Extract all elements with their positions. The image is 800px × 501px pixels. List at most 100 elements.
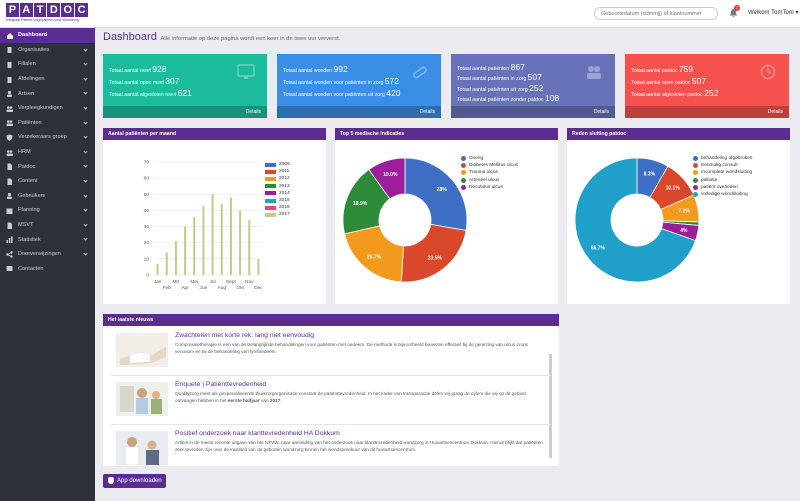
indications-donut-chart: 28% 23.5% 20.7% 18.9% 10.0% bbox=[342, 157, 468, 283]
stat-value: 621 bbox=[177, 88, 192, 98]
y-tick-label: 40 bbox=[144, 208, 150, 214]
closing-legend: behandeling afgebroken Eenmalig consult In… bbox=[693, 155, 752, 198]
slice-label: 66.7% bbox=[591, 246, 606, 252]
file-icon bbox=[6, 178, 13, 185]
sidebar-item-patdoc[interactable]: Patdoc bbox=[0, 159, 95, 174]
chart-icon bbox=[6, 236, 13, 244]
apple-icon bbox=[108, 477, 114, 484]
user-icon bbox=[6, 192, 13, 200]
sidebar-item-hrm[interactable]: HRM bbox=[0, 145, 95, 160]
news-item[interactable]: Positief onderzoek naar klanttevredenhei… bbox=[111, 428, 551, 474]
y-tick-label: 50 bbox=[144, 192, 150, 198]
details-link[interactable]: Details bbox=[103, 106, 267, 118]
sidebar-item-label: Afdelingen bbox=[18, 76, 45, 83]
news-scrollbar[interactable] bbox=[549, 354, 552, 458]
logo-letter: O bbox=[61, 3, 75, 17]
sidebar-item-label: Artsen bbox=[18, 90, 35, 97]
search-input[interactable] bbox=[594, 7, 718, 20]
sidebar-item-planning[interactable]: Planning bbox=[0, 203, 95, 218]
slice-label: 10.1% bbox=[666, 186, 681, 192]
sidebar-item-filialen[interactable]: Filialen bbox=[0, 57, 95, 72]
file-icon bbox=[6, 222, 13, 229]
users-icon bbox=[587, 66, 601, 79]
bandage-icon bbox=[413, 66, 427, 79]
legend-entry: Eenmalig consult bbox=[693, 162, 752, 169]
sidebar-item-doorverwijzingen[interactable]: Doorverwijzingen bbox=[0, 247, 95, 262]
calendar-icon bbox=[6, 207, 13, 214]
chevron-down-icon bbox=[83, 61, 88, 66]
users-icon bbox=[6, 119, 13, 127]
sidebar-item-contacten[interactable]: Contacten bbox=[0, 262, 95, 277]
panel-title: Aantal patiënten per maand bbox=[103, 128, 326, 140]
stat-value: 867 bbox=[510, 62, 525, 72]
logo-letter: P bbox=[6, 3, 19, 17]
news-item[interactable]: Enquete | Patiënttevredenheid Qualityzor… bbox=[111, 379, 551, 425]
x-tick-label: Mei bbox=[190, 279, 198, 285]
news-title[interactable]: Positief onderzoek naar klanttevredenhei… bbox=[175, 430, 340, 437]
legend-entry: 2014 bbox=[265, 190, 290, 197]
legend-entry: patiënt overleden bbox=[693, 184, 752, 191]
stat-line: Totaal aantal afgesloten msvt 621 bbox=[109, 88, 192, 98]
legend-entry: 2016 bbox=[265, 204, 290, 211]
logo-letter: D bbox=[47, 3, 61, 17]
caret-down-icon: ▾ bbox=[795, 10, 799, 16]
bar bbox=[184, 226, 187, 275]
sidebar-item-gebruikers[interactable]: Gebruikers bbox=[0, 189, 95, 204]
stat-line: Totaal aantal patdoc 759 bbox=[631, 64, 694, 74]
clock-icon bbox=[760, 64, 776, 80]
slice-label: 28% bbox=[437, 187, 448, 193]
news-title[interactable]: Zwachtelen met korte rek: lang niet eenv… bbox=[175, 332, 315, 339]
bar-chart-legend: 2009 2011 2012 2013 2014 2015 2016 2017 bbox=[265, 161, 290, 219]
main-content: Dashboard Alle informatie op deze pagina… bbox=[95, 28, 800, 501]
sidebar-item-dashboard[interactable]: Dashboard bbox=[0, 28, 95, 43]
stat-line: Totaal aantal wonden voor patiënten uit … bbox=[283, 88, 401, 98]
pie-slice bbox=[574, 157, 696, 283]
news-title[interactable]: Enquete | Patiënttevredenheid bbox=[175, 381, 267, 388]
chevron-down-icon bbox=[83, 119, 88, 125]
stat-value: 307 bbox=[165, 76, 180, 86]
sidebar-item-content[interactable]: Content bbox=[0, 174, 95, 189]
user-icon bbox=[6, 90, 13, 98]
sidebar-item-afdelingen[interactable]: Afdelingen bbox=[0, 72, 95, 87]
chevron-down-icon bbox=[83, 207, 88, 212]
doctor-photo bbox=[116, 431, 168, 465]
sidebar-item-artsen[interactable]: Artsen bbox=[0, 86, 95, 101]
x-tick-label: Dec bbox=[254, 285, 263, 291]
sidebar-item-organisaties[interactable]: Organisaties bbox=[0, 43, 95, 58]
stat-line: Totaal aantal patiënten uit zorg 252 bbox=[457, 82, 544, 93]
legend-entry: 2017 bbox=[265, 211, 290, 218]
news-item[interactable]: Zwachtelen met korte rek: lang niet eenv… bbox=[111, 330, 551, 376]
y-tick-label: 30 bbox=[144, 224, 150, 230]
notification-bell-icon[interactable]: 1 bbox=[729, 5, 740, 18]
stat-line: Totaal aantal patiënten in zorg 507 bbox=[457, 72, 542, 83]
x-tick-label: Apr bbox=[181, 285, 189, 291]
pie-slice bbox=[344, 225, 404, 283]
sidebar-item-label: Doorverwijzingen bbox=[18, 251, 61, 258]
patdoc-stat-card: Totaal aantal patdoc 759 Totaal aantal op… bbox=[625, 54, 789, 118]
details-link[interactable]: Details bbox=[277, 106, 441, 118]
msvt-stat-card: Totaal aantal msvt 928 Totaal aantal open… bbox=[103, 54, 267, 118]
y-tick-label: 70 bbox=[144, 160, 150, 166]
user-menu[interactable]: Welkom TomTom ▾ bbox=[748, 9, 798, 16]
details-link[interactable]: Details bbox=[451, 106, 615, 118]
stat-value: 992 bbox=[333, 64, 348, 74]
sidebar-item-label: Statistiek bbox=[18, 236, 41, 243]
sidebar-item-statistiek[interactable]: Statistiek bbox=[0, 232, 95, 247]
app-download-button[interactable]: App downloaden bbox=[103, 474, 166, 488]
legend-entry: 2009 bbox=[265, 161, 290, 168]
x-tick-label: Jan bbox=[154, 279, 162, 285]
sidebar-item-verpleegkundigen[interactable]: Verpleegkundigen bbox=[0, 101, 95, 116]
sidebar-item-patienten[interactable]: Patiënten bbox=[0, 116, 95, 131]
stat-value: 759 bbox=[678, 64, 694, 74]
sidebar-item-label: Filialen bbox=[18, 61, 36, 68]
stat-line: Totaal aantal wonden 992 bbox=[283, 64, 348, 74]
stat-line: Totaal aantal open patdoc 507 bbox=[631, 76, 707, 86]
sidebar-item-verzekeraars-groep[interactable]: Verzekeraars groep bbox=[0, 130, 95, 145]
logo-tagline: Integraal Patient Volgsysteem voor Wondz… bbox=[6, 18, 79, 22]
details-link[interactable]: Details bbox=[625, 106, 789, 118]
bar bbox=[174, 241, 177, 275]
sidebar-item-msvt[interactable]: MSVT bbox=[0, 218, 95, 233]
sidebar-item-label: HRM bbox=[18, 149, 31, 156]
home-icon bbox=[6, 32, 13, 39]
